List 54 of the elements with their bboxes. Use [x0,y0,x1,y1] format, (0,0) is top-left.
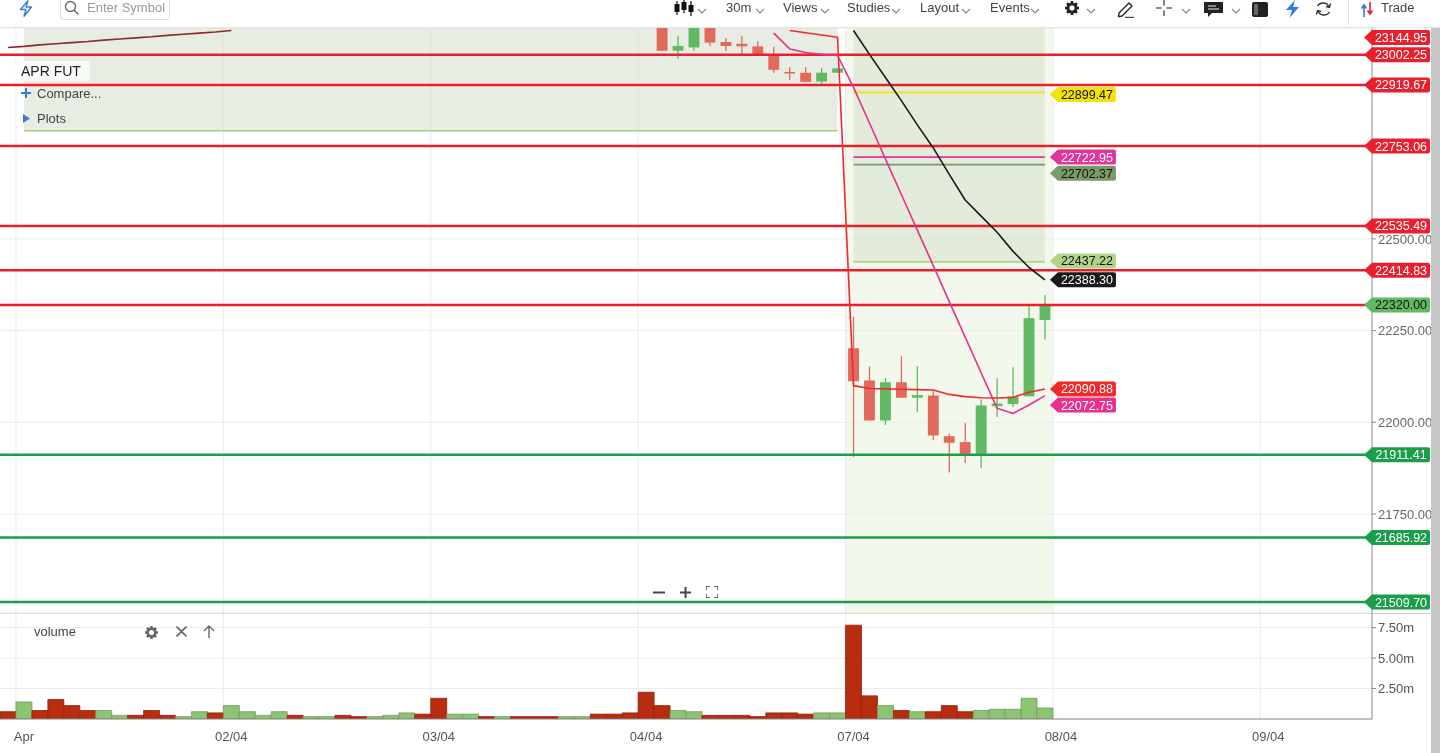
candlestick [720,37,732,52]
candlestick [688,28,700,52]
text: Layout [920,0,960,16]
ref-line-label: 21685.92 [1374,530,1428,545]
ref-line-label: 21911.41 [1375,448,1427,463]
text: Events [990,0,1030,16]
ref-line-label: 22414.83 [1374,263,1428,278]
text: 23144.95 [1374,31,1428,45]
y-tick-label: 22000.00 [1378,414,1433,430]
line-series [7,29,233,49]
candlestick [943,433,955,474]
text: APR FUT [12,61,90,81]
bar [877,705,894,719]
candlestick [895,355,907,399]
text: 22320.00 [1374,298,1428,313]
ref-line-label: 22753.06 [1374,139,1428,154]
x-tick-label: Apr [13,729,35,745]
candlestick [768,46,780,74]
candlestick [959,422,971,464]
data-label: 22722.95 [1060,150,1114,165]
bar [15,701,33,719]
x-tick-label: 04/04 [629,729,663,745]
ref-line-label: 23002.25 [1374,48,1428,63]
ref-line-label: 21509.70 [1374,595,1428,610]
text: Views [783,0,818,16]
data-label: 22437.22 [1060,254,1114,269]
data-label: 22072.75 [1060,398,1114,413]
text: Trade [1381,0,1415,16]
ref-line-label: 22535.49 [1374,219,1428,234]
data-label: 22090.88 [1060,382,1114,397]
data-label: 22388.30 [1060,273,1114,288]
candlestick [656,28,668,52]
text: Studies [847,0,891,16]
ref-line-label: 22919.67 [1374,78,1428,93]
data-label: 22899.47 [1060,87,1114,102]
y-tick-label: 5.00m [1378,650,1415,666]
text: Enter Symbol [87,0,166,16]
x-tick-label: 07/04 [837,729,870,745]
y-tick-label: 2.50m [1378,681,1415,697]
candlestick [911,365,923,413]
x-tick-label: 08/04 [1044,729,1078,745]
y-tick-label: 21750.00 [1378,506,1433,522]
annotation: Plots [37,111,66,127]
candlestick [672,35,684,60]
text: volume [34,624,76,640]
x-tick-label: 03/04 [422,729,455,745]
text: 30m [726,0,752,16]
y-tick-label: 22250.00 [1378,323,1433,339]
x-tick-label: 09/04 [1252,729,1285,745]
data-label: 22702.37 [1060,166,1114,181]
y-tick-label: 22500.00 [1378,231,1433,247]
y-tick-label: 7.50m [1378,620,1415,636]
annotation: Compare... [37,86,102,102]
x-tick-label: 02/04 [215,729,248,745]
